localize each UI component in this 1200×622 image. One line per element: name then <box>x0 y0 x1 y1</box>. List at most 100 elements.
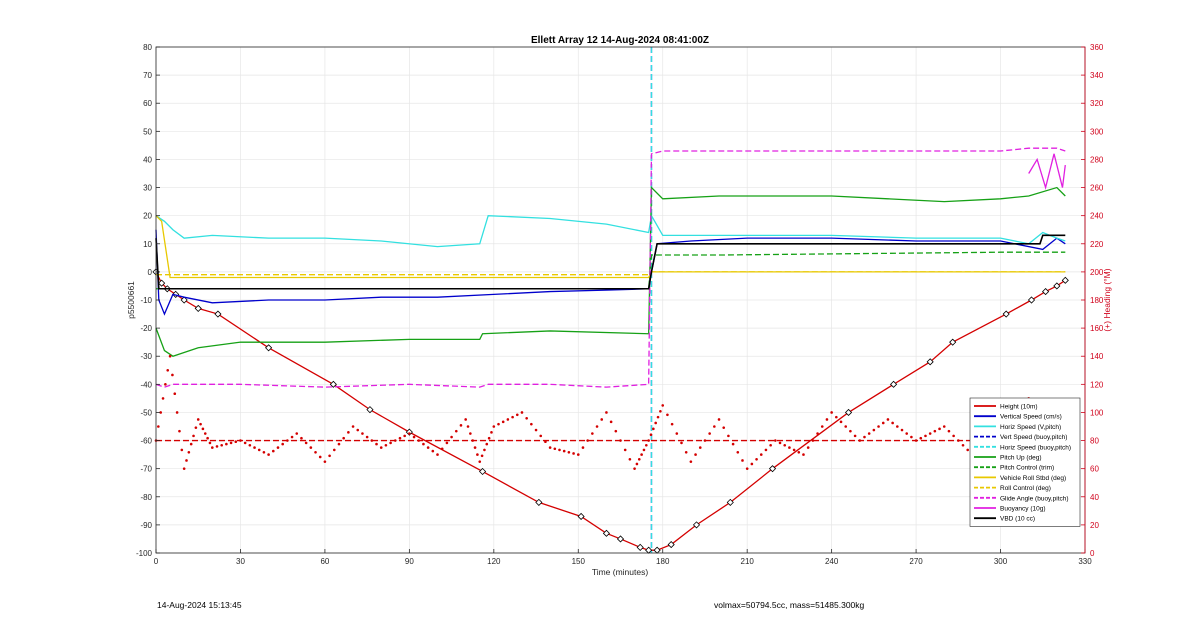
height-marker <box>1002 310 1010 318</box>
heading-point <box>717 418 721 421</box>
heading-point <box>548 446 552 449</box>
heading-point <box>891 421 894 425</box>
heading-point <box>966 448 970 452</box>
y2-tick-label: 280 <box>1090 155 1104 164</box>
heading-point <box>656 415 660 419</box>
y-tick-label: -70 <box>140 465 152 474</box>
heading-point <box>180 448 184 452</box>
heading-point <box>877 425 880 428</box>
heading-point <box>203 432 207 435</box>
heading-point <box>942 425 946 428</box>
heading-point <box>722 426 726 429</box>
heading-point <box>835 415 838 419</box>
heading-point <box>473 446 477 449</box>
y2-tick-label: 20 <box>1090 521 1099 530</box>
series-line <box>156 251 1066 290</box>
y-tick-label: -60 <box>140 437 152 446</box>
legend-label: Horiz Speed (V,pitch) <box>1000 424 1061 431</box>
heading-point <box>558 448 561 452</box>
heading-point <box>185 459 188 462</box>
height-marker <box>158 279 166 287</box>
y2-axis-ticks: 0 20 40 60 80 100 120 140 160 180 200 220 240 260 280 3… <box>1081 43 1104 558</box>
y-axis-ticks: -100-90-80-70-60-50-40-30-20-10010203040… <box>136 43 160 558</box>
heading-point <box>175 411 179 414</box>
series-line <box>155 271 1066 551</box>
heading-point <box>708 432 711 435</box>
heading-point <box>633 467 636 470</box>
series-vbd-10-cc <box>155 234 1066 290</box>
heading-point <box>938 427 941 431</box>
heading-point <box>961 443 965 447</box>
heading-point <box>309 446 313 449</box>
height-marker <box>636 543 644 551</box>
heading-point <box>426 446 430 449</box>
y-tick-label: -80 <box>140 493 152 502</box>
heading-point <box>614 429 618 433</box>
heading-point <box>490 431 493 434</box>
heading-point <box>206 436 209 440</box>
heading-point <box>253 446 256 449</box>
heading-point <box>201 427 205 431</box>
heading-point <box>379 446 383 449</box>
heading-point <box>553 447 557 451</box>
heading-point <box>872 428 876 432</box>
x-tick-label: 270 <box>909 557 923 566</box>
heading-point <box>208 441 212 445</box>
x-tick-label: 330 <box>1078 557 1092 566</box>
footer-mass-info: volmax=50794.5cc, mass=51485.300kg <box>714 600 865 610</box>
x-axis-label: Time (minutes) <box>592 567 649 577</box>
y2-tick-label: 120 <box>1090 380 1104 389</box>
heading-point <box>863 435 866 439</box>
heading-point <box>485 442 489 446</box>
height-marker <box>405 428 413 436</box>
heading-point <box>581 446 585 449</box>
y2-tick-label: 180 <box>1090 296 1104 305</box>
heading-point <box>727 434 730 438</box>
heading-point <box>816 432 819 435</box>
y2-tick-label: 340 <box>1090 71 1104 80</box>
heading-point <box>295 432 299 435</box>
y-tick-label: 80 <box>143 43 152 52</box>
heading-point <box>412 435 416 439</box>
height-marker <box>692 521 701 529</box>
heading-point <box>515 413 519 417</box>
x-tick-label: 150 <box>572 557 586 566</box>
heading-point <box>788 446 791 449</box>
y-tick-label: -40 <box>140 380 152 389</box>
heading-point <box>215 445 219 448</box>
legend-label: Vehicle Roll Stbd (deg) <box>1000 475 1066 482</box>
legend-label: Horiz Speed (buoy,pitch) <box>1000 444 1071 451</box>
heading-point <box>698 446 702 449</box>
heading-point <box>755 457 758 461</box>
series-line <box>156 271 1066 276</box>
height-marker <box>535 498 543 506</box>
heading-point <box>318 455 322 459</box>
y2-tick-label: 220 <box>1090 240 1104 249</box>
heading-point <box>900 428 904 432</box>
heading-point <box>375 442 378 446</box>
heading-point <box>591 432 594 435</box>
y-tick-label: 20 <box>143 212 152 221</box>
heading-point <box>844 425 848 428</box>
heading-point <box>450 435 453 439</box>
height-marker <box>949 338 957 346</box>
heading-point <box>654 421 657 425</box>
heading-point <box>487 436 491 440</box>
heading-point <box>839 420 843 424</box>
heading-point <box>881 421 885 425</box>
plot-series <box>152 47 1069 554</box>
heading-point <box>351 425 355 428</box>
heading-point <box>806 446 810 449</box>
heading-point <box>211 446 214 449</box>
heading-point <box>600 418 604 421</box>
heading-point <box>905 432 909 435</box>
heading-point <box>774 439 777 442</box>
heading-point <box>642 448 646 452</box>
heading-point <box>689 460 693 463</box>
heading-point <box>422 442 425 446</box>
heading-point <box>820 425 824 428</box>
height-marker <box>194 304 202 312</box>
heading-point <box>572 452 575 455</box>
series-horiz-speed-v-pitch <box>155 213 1066 248</box>
heading-point <box>539 434 543 438</box>
